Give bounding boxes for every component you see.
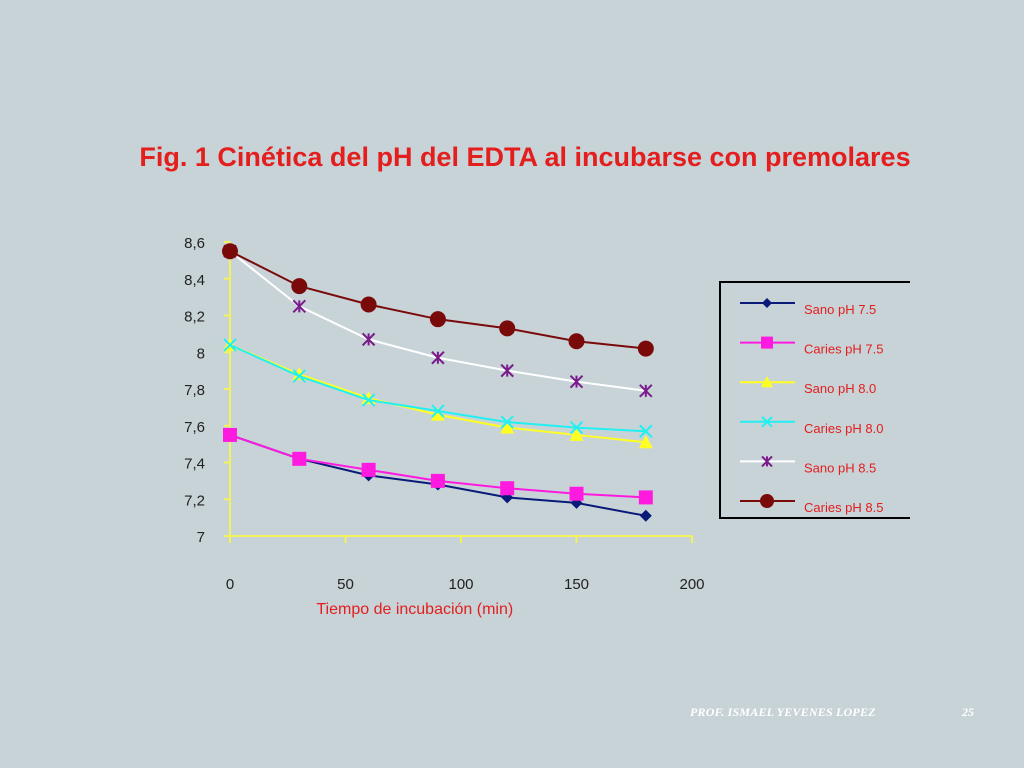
legend-entry: Caries pH 8.0 <box>740 416 883 436</box>
series-caries-ph-8-0 <box>223 338 653 438</box>
chart-series <box>222 243 654 522</box>
data-point <box>291 278 308 295</box>
data-point <box>361 462 376 477</box>
series-sano-ph-8-5 <box>223 244 653 398</box>
data-point <box>639 384 653 398</box>
legend-swatch-marker <box>761 376 773 388</box>
data-point <box>499 320 516 337</box>
legend-label: Sano pH 8.0 <box>804 381 876 396</box>
y-tick-label: 7,2 <box>184 492 205 509</box>
legend-label: Sano pH 8.5 <box>804 460 876 475</box>
data-point <box>639 424 653 438</box>
data-point <box>569 427 584 441</box>
legend-swatch-marker <box>761 416 773 428</box>
legend-label: Caries pH 8.0 <box>804 421 883 436</box>
series-caries-ph-8-5 <box>222 243 654 357</box>
data-point <box>500 481 515 496</box>
legend-entry: Caries pH 7.5 <box>740 336 883 357</box>
legend-label: Caries pH 8.5 <box>804 500 883 515</box>
x-tick-label: 150 <box>564 576 589 593</box>
data-point <box>568 333 585 350</box>
data-point <box>430 407 445 421</box>
y-tick-label: 8 <box>197 345 205 362</box>
data-point <box>431 351 445 365</box>
legend-label: Caries pH 7.5 <box>804 342 883 357</box>
data-point <box>361 393 376 407</box>
data-point <box>361 332 376 347</box>
legend-swatch-marker <box>761 455 773 468</box>
data-point <box>223 338 237 352</box>
data-point <box>292 369 307 383</box>
data-point <box>292 451 307 466</box>
data-point <box>222 243 238 260</box>
y-tick-label: 8,6 <box>184 235 205 252</box>
y-tick-label: 7,4 <box>184 456 205 473</box>
page-number: 25 <box>962 705 974 719</box>
data-point <box>360 296 377 313</box>
data-point <box>500 363 514 378</box>
data-point <box>429 311 446 328</box>
x-tick-label: 200 <box>679 576 704 593</box>
legend-entry: Sano pH 8.5 <box>740 455 876 475</box>
data-point <box>638 490 653 505</box>
chart-axes: 7 7,2 7,4 7,6 7,8 8 8,2 8,4 8,6 0 50 100 150 200 Tiemp… <box>184 235 704 618</box>
x-tick-label: 50 <box>337 576 354 593</box>
y-tick-label: 7,6 <box>184 419 205 436</box>
slide-title: Fig. 1 Cinética del pH del EDTA al incub… <box>139 142 911 172</box>
legend-label: Sano pH 7.5 <box>804 302 876 317</box>
data-point <box>569 420 584 435</box>
x-tick-label: 100 <box>448 576 473 593</box>
x-tick-label: 0 <box>226 576 234 593</box>
footer-author: PROF. ISMAEL YEVENES LOPEZ <box>690 705 876 719</box>
legend-swatch-marker <box>760 494 774 508</box>
data-point <box>431 404 445 418</box>
legend-entry: Sano pH 7.5 <box>740 298 876 317</box>
data-point <box>569 374 584 389</box>
legend-entry: Caries pH 8.5 <box>740 494 883 515</box>
data-point <box>223 427 237 442</box>
data-point <box>637 340 654 357</box>
data-point <box>639 509 652 522</box>
data-point <box>292 299 307 314</box>
legend-frame <box>719 281 910 519</box>
legend-swatch-marker <box>761 336 773 349</box>
data-point <box>500 420 515 434</box>
data-point <box>638 435 653 449</box>
y-tick-label: 8,2 <box>184 309 205 326</box>
data-point <box>500 415 514 429</box>
chart-legend: Sano pH 7.5 Caries pH 7.5 Sano pH 8.0 Carie… <box>719 281 910 519</box>
y-tick-label: 7 <box>197 529 205 546</box>
data-point <box>569 486 584 501</box>
series-caries-ph-7-5 <box>223 427 653 505</box>
data-point <box>430 473 445 488</box>
y-tick-label: 7,8 <box>184 382 205 399</box>
y-tick-label: 8,4 <box>184 272 205 289</box>
x-axis-label: Tiempo de incubación (min) <box>316 601 513 618</box>
legend-swatch-marker <box>762 298 772 308</box>
legend-entry: Sano pH 8.0 <box>740 376 876 396</box>
